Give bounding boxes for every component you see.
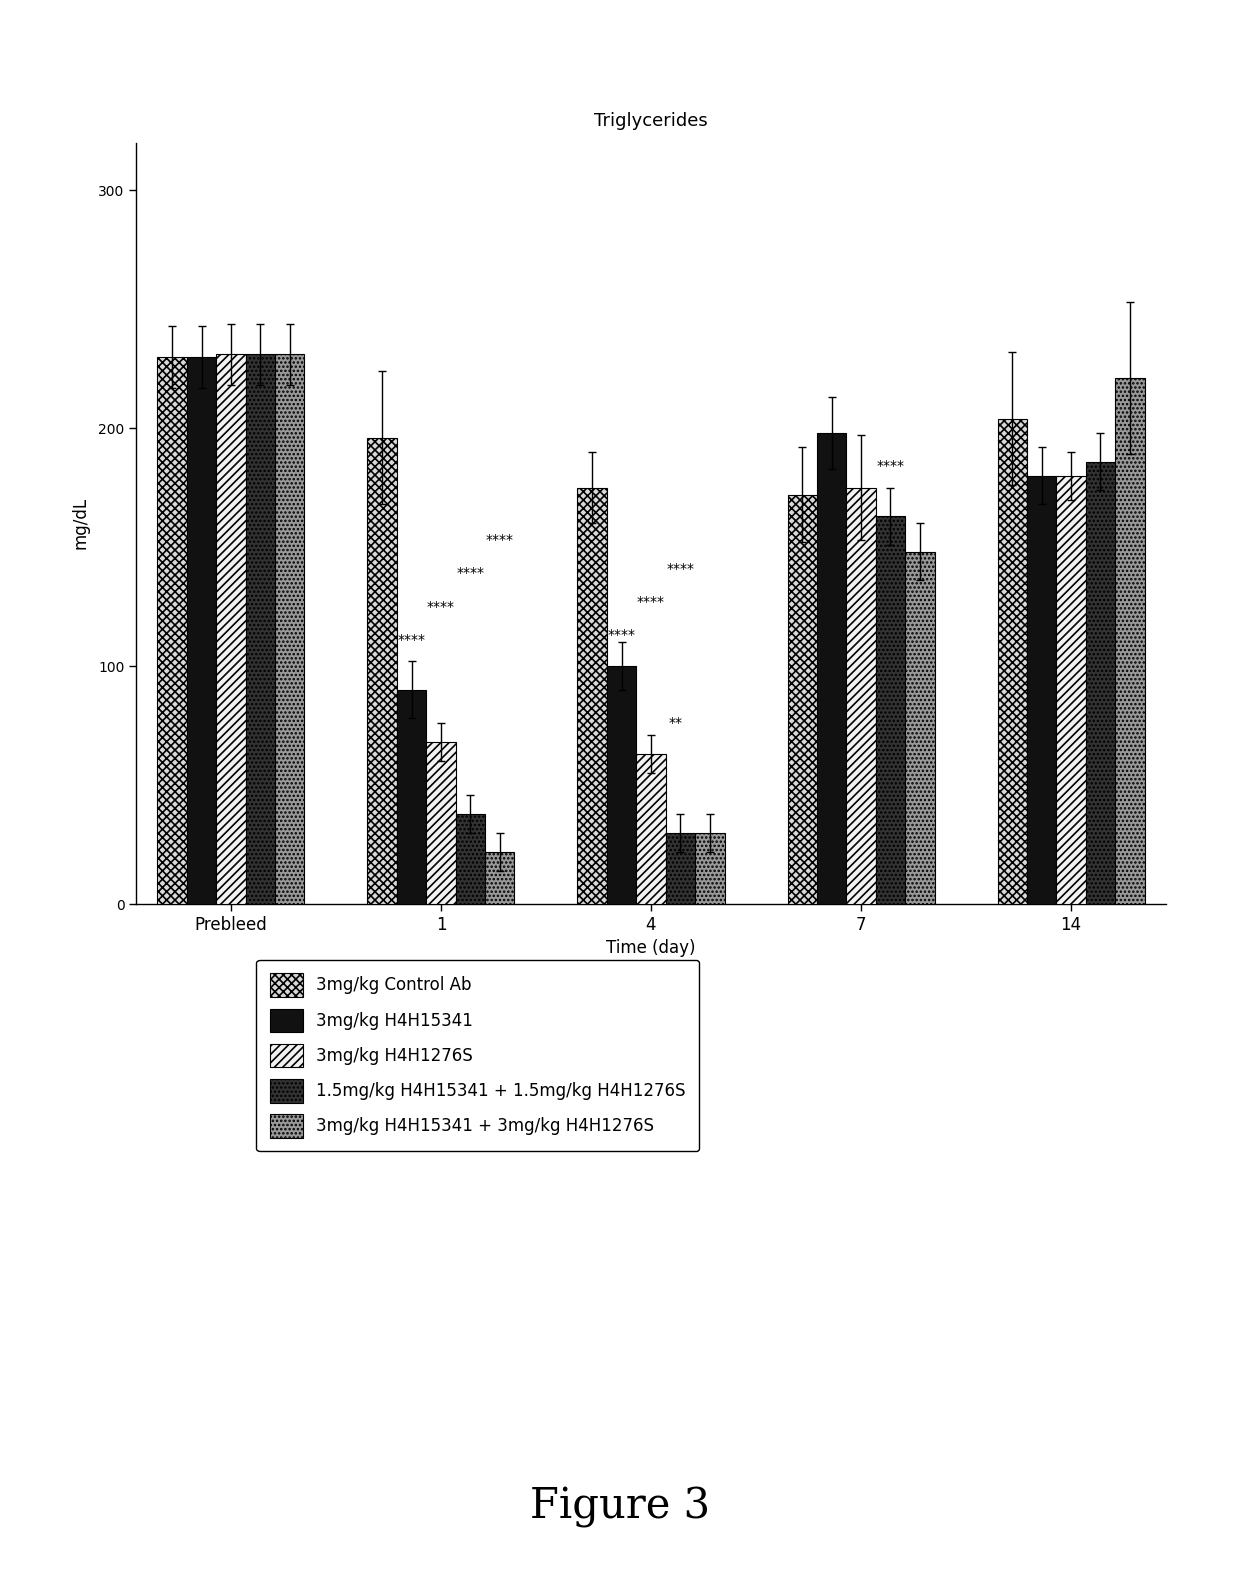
Bar [817,433,847,904]
Title: Triglycerides: Triglycerides [594,113,708,130]
Bar [997,419,1027,904]
Bar [787,495,817,904]
Text: ****: **** [637,595,665,609]
Text: ****: **** [398,633,425,647]
Text: ****: **** [877,460,904,474]
Bar [1027,476,1056,904]
Bar [1086,462,1115,904]
Legend: 3mg/kg Control Ab, 3mg/kg H4H15341, 3mg/kg H4H1276S, 1.5mg/kg H4H15341 + 1.5mg/k: 3mg/kg Control Ab, 3mg/kg H4H15341, 3mg/… [257,960,699,1151]
Bar [847,488,875,904]
Bar [397,690,427,904]
Text: ****: **** [608,628,636,642]
Bar [275,355,305,904]
Bar [485,852,515,904]
Text: ****: **** [666,561,694,576]
Bar [1115,379,1145,904]
Bar [578,488,606,904]
Text: ****: **** [456,566,485,580]
Bar [427,742,455,904]
Bar [187,357,216,904]
Bar [666,833,696,904]
X-axis label: Time (day): Time (day) [606,939,696,958]
Bar [905,552,935,904]
Bar [606,666,636,904]
Bar [875,517,905,904]
Bar [246,355,275,904]
Bar [216,355,246,904]
Text: ****: **** [486,533,513,547]
Bar [696,833,724,904]
Text: ****: **** [427,600,455,614]
Bar [636,755,666,904]
Y-axis label: mg/dL: mg/dL [72,498,89,549]
Bar [1056,476,1086,904]
Text: **: ** [668,717,683,730]
Bar [367,438,397,904]
Bar [455,814,485,904]
Bar [157,357,187,904]
Text: Figure 3: Figure 3 [529,1486,711,1527]
